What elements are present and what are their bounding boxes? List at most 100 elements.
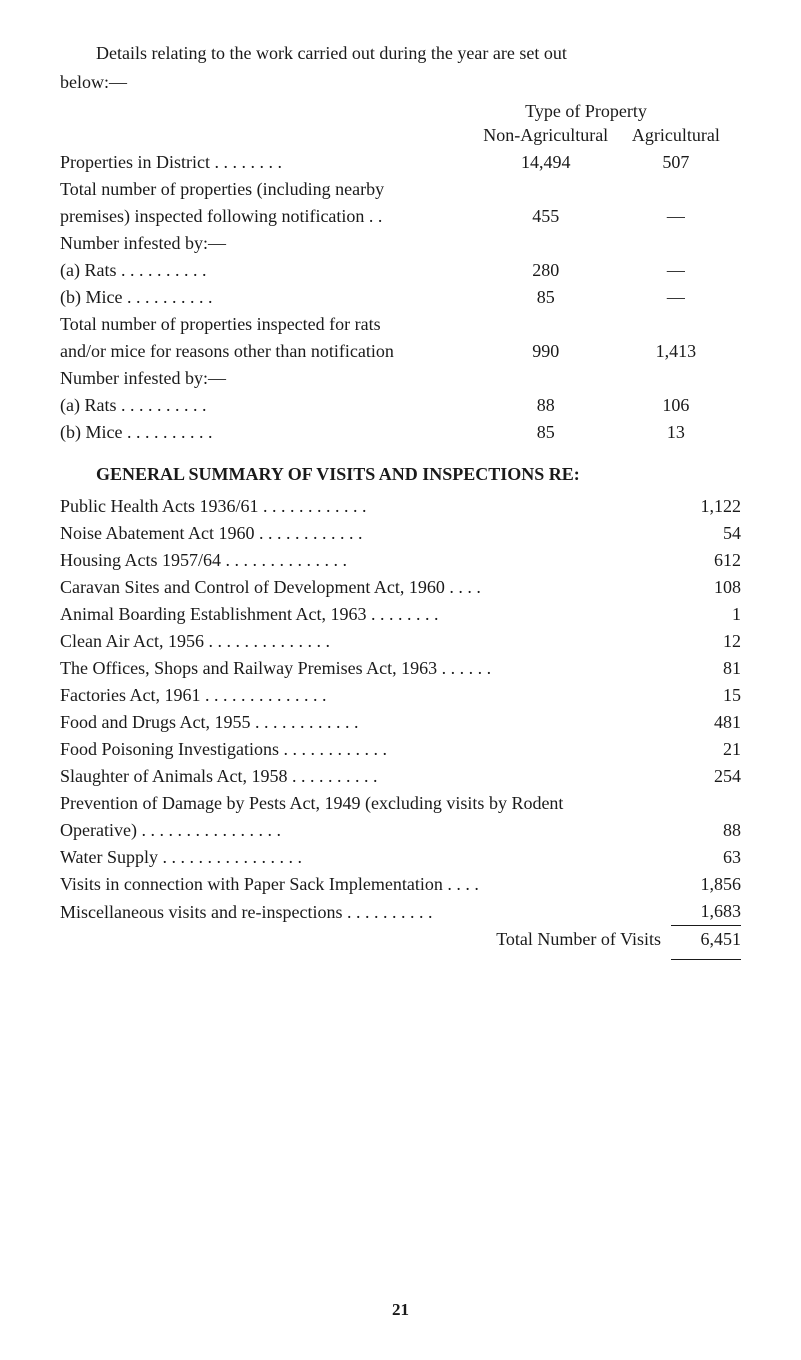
total-row: Total Number of Visits 6,451 xyxy=(60,926,741,954)
row-value-nonag: 85 xyxy=(481,284,611,311)
row-value-ag: — xyxy=(611,284,741,311)
row-label: Total number of properties inspected for… xyxy=(60,311,481,338)
column-header-row: Non-Agricultural Agricultural xyxy=(60,122,741,149)
row-value-ag: — xyxy=(611,203,741,230)
table-row: (b) Mice . . . . . . . . . .8513 xyxy=(60,419,741,446)
table-row: Factories Act, 1961 . . . . . . . . . . … xyxy=(60,682,741,709)
row-value: 21 xyxy=(671,736,741,763)
row-value: 63 xyxy=(671,844,741,871)
table-row: Public Health Acts 1936/61 . . . . . . .… xyxy=(60,493,741,520)
row-value: 81 xyxy=(671,655,741,682)
row-value-ag: 106 xyxy=(611,392,741,419)
row-label: The Offices, Shops and Railway Premises … xyxy=(60,655,671,682)
row-label: Animal Boarding Establishment Act, 1963 … xyxy=(60,601,671,628)
row-value-ag: 1,413 xyxy=(611,338,741,365)
table-row: Housing Acts 1957/64 . . . . . . . . . .… xyxy=(60,547,741,574)
row-value-nonag: 14,494 xyxy=(481,149,611,176)
row-label: Number infested by:— xyxy=(60,365,481,392)
row-value-nonag: 88 xyxy=(481,392,611,419)
row-label: and/or mice for reasons other than notif… xyxy=(60,338,481,365)
row-label: Total number of properties (including ne… xyxy=(60,176,481,203)
row-value-nonag xyxy=(481,365,611,392)
table-row: premises) inspected following notificati… xyxy=(60,203,741,230)
table-row: Total number of properties (including ne… xyxy=(60,176,741,203)
property-type-label: Type of Property xyxy=(431,101,741,122)
table-row: Food Poisoning Investigations . . . . . … xyxy=(60,736,741,763)
general-summary-title: GENERAL SUMMARY OF VISITS AND INSPECTION… xyxy=(60,464,741,485)
intro-text-line2: below:— xyxy=(60,72,741,93)
row-value-ag: 507 xyxy=(611,149,741,176)
row-label: Operative) . . . . . . . . . . . . . . .… xyxy=(60,817,671,844)
row-label: Noise Abatement Act 1960 . . . . . . . .… xyxy=(60,520,671,547)
row-value: 108 xyxy=(671,574,741,601)
table-row: Properties in District . . . . . . . .14… xyxy=(60,149,741,176)
row-value-ag: 13 xyxy=(611,419,741,446)
table-row: Slaughter of Animals Act, 1958 . . . . .… xyxy=(60,763,741,790)
row-label: premises) inspected following notificati… xyxy=(60,203,481,230)
row-value: 481 xyxy=(671,709,741,736)
row-value: 1 xyxy=(671,601,741,628)
table-row: Animal Boarding Establishment Act, 1963 … xyxy=(60,601,741,628)
row-value-nonag xyxy=(481,311,611,338)
table-row: (b) Mice . . . . . . . . . .85— xyxy=(60,284,741,311)
table-row: (a) Rats . . . . . . . . . .280— xyxy=(60,257,741,284)
row-value-ag xyxy=(611,311,741,338)
row-label: Public Health Acts 1936/61 . . . . . . .… xyxy=(60,493,671,520)
row-label: (b) Mice . . . . . . . . . . xyxy=(60,419,481,446)
table-row: Water Supply . . . . . . . . . . . . . .… xyxy=(60,844,741,871)
row-value-nonag xyxy=(481,230,611,257)
table-row: Operative) . . . . . . . . . . . . . . .… xyxy=(60,817,741,844)
row-value: 254 xyxy=(671,763,741,790)
table-row: Prevention of Damage by Pests Act, 1949 … xyxy=(60,790,741,817)
table-row: Number infested by:— xyxy=(60,365,741,392)
row-label: Food Poisoning Investigations . . . . . … xyxy=(60,736,671,763)
row-label: Number infested by:— xyxy=(60,230,481,257)
row-label: Prevention of Damage by Pests Act, 1949 … xyxy=(60,790,671,817)
row-value-nonag xyxy=(481,176,611,203)
row-label: Visits in connection with Paper Sack Imp… xyxy=(60,871,671,898)
row-value: 1,683 xyxy=(671,898,741,926)
intro-text-line1: Details relating to the work carried out… xyxy=(60,40,741,67)
table-row: Food and Drugs Act, 1955 . . . . . . . .… xyxy=(60,709,741,736)
total-underline xyxy=(60,953,741,959)
table-row: The Offices, Shops and Railway Premises … xyxy=(60,655,741,682)
total-label: Total Number of Visits xyxy=(60,926,671,954)
row-label: (a) Rats . . . . . . . . . . xyxy=(60,392,481,419)
row-value-nonag: 455 xyxy=(481,203,611,230)
row-value: 1,122 xyxy=(671,493,741,520)
row-label: Clean Air Act, 1956 . . . . . . . . . . … xyxy=(60,628,671,655)
row-value-ag xyxy=(611,176,741,203)
total-value: 6,451 xyxy=(671,926,741,954)
row-label: Properties in District . . . . . . . . xyxy=(60,149,481,176)
row-label: Water Supply . . . . . . . . . . . . . .… xyxy=(60,844,671,871)
table-row: Miscellaneous visits and re-inspections … xyxy=(60,898,741,926)
table-row: Visits in connection with Paper Sack Imp… xyxy=(60,871,741,898)
row-label: Slaughter of Animals Act, 1958 . . . . .… xyxy=(60,763,671,790)
row-value-nonag: 85 xyxy=(481,419,611,446)
property-type-header: Type of Property xyxy=(60,101,741,122)
row-value xyxy=(671,790,741,817)
visits-summary-table: Public Health Acts 1936/61 . . . . . . .… xyxy=(60,493,741,960)
col-header-nonag: Non-Agricultural xyxy=(481,122,611,149)
row-label: (b) Mice . . . . . . . . . . xyxy=(60,284,481,311)
row-value: 88 xyxy=(671,817,741,844)
row-label: Caravan Sites and Control of Development… xyxy=(60,574,671,601)
row-value: 1,856 xyxy=(671,871,741,898)
row-value-ag: — xyxy=(611,257,741,284)
row-label: Factories Act, 1961 . . . . . . . . . . … xyxy=(60,682,671,709)
table-row: Number infested by:— xyxy=(60,230,741,257)
table-row: Caravan Sites and Control of Development… xyxy=(60,574,741,601)
table-row: Total number of properties inspected for… xyxy=(60,311,741,338)
table-row: Noise Abatement Act 1960 . . . . . . . .… xyxy=(60,520,741,547)
page-container: Details relating to the work carried out… xyxy=(0,0,801,1360)
property-details-table: Non-Agricultural Agricultural Properties… xyxy=(60,122,741,446)
row-label: (a) Rats . . . . . . . . . . xyxy=(60,257,481,284)
table-row: (a) Rats . . . . . . . . . .88106 xyxy=(60,392,741,419)
row-value-ag xyxy=(611,230,741,257)
table-row: Clean Air Act, 1956 . . . . . . . . . . … xyxy=(60,628,741,655)
row-label: Housing Acts 1957/64 . . . . . . . . . .… xyxy=(60,547,671,574)
row-value-nonag: 990 xyxy=(481,338,611,365)
row-value-nonag: 280 xyxy=(481,257,611,284)
row-label: Miscellaneous visits and re-inspections … xyxy=(60,898,671,926)
row-label: Food and Drugs Act, 1955 . . . . . . . .… xyxy=(60,709,671,736)
